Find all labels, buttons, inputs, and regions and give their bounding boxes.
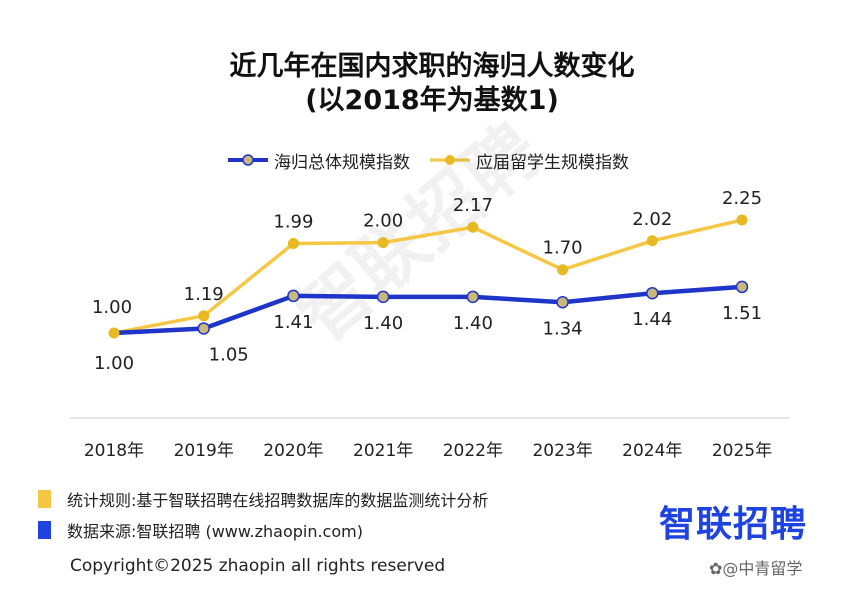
data-label-yellow: 1.19 — [184, 284, 224, 305]
legend-item-series1: 海归总体规模指数 — [228, 148, 410, 173]
marker-blue — [197, 322, 210, 335]
legend-label-series1: 海归总体规模指数 — [274, 152, 410, 173]
marker-yellow — [377, 237, 389, 249]
note-rule-swatch — [38, 490, 51, 508]
marker-blue — [287, 289, 300, 303]
marker-blue — [646, 286, 659, 300]
data-label-yellow: 2.17 — [453, 195, 493, 216]
legend: 海归总体规模指数 应届留学生规模指数 — [228, 148, 649, 173]
corner-watermark: ✿@中青留学 — [709, 559, 803, 578]
note-source: 数据来源:智联招聘 (www.zhaopin.com) — [38, 518, 363, 542]
data-label-yellow: 2.00 — [363, 211, 403, 232]
data-label-yellow: 2.02 — [632, 209, 672, 230]
series-line-yellow — [113, 218, 743, 335]
marker-blue — [556, 296, 569, 309]
marker-yellow — [467, 221, 479, 233]
chart-title: 近几年在国内求职的海归人数变化 — [229, 51, 635, 82]
line-chart: 2018年 2019年 2020年 2021年 2022年 2023年 2024年 2025年… — [70, 188, 790, 461]
data-label-blue: 1.51 — [722, 303, 762, 324]
x-tick-label: 2024年 — [622, 441, 682, 461]
data-label-blue: 1.05 — [209, 344, 249, 365]
marker-blue — [376, 290, 390, 304]
data-label-blue: 1.44 — [632, 309, 672, 330]
legend-swatch-blue — [228, 154, 268, 166]
copyright-text: Copyright©2025 zhaopin all rights reserv… — [70, 556, 446, 576]
data-label-yellow: 1.70 — [543, 238, 583, 259]
data-label-blue: 1.40 — [363, 313, 403, 334]
x-tick-label: 2018年 — [84, 441, 144, 461]
legend-item-series2: 应届留学生规模指数 — [430, 148, 629, 173]
x-tick-label: 2021年 — [353, 441, 413, 461]
zhaopin-logo: 智联招聘 — [659, 504, 808, 545]
legend-swatch-yellow — [430, 155, 470, 165]
note-source-swatch — [38, 521, 51, 539]
data-label-blue: 1.41 — [273, 312, 313, 333]
data-label-blue: 1.40 — [453, 313, 493, 334]
data-label-yellow: 2.25 — [722, 188, 762, 209]
note-rule-text: 统计规则:基于智联招聘在线招聘数据库的数据监测统计分析 — [67, 491, 489, 510]
x-tick-label: 2020年 — [263, 441, 323, 461]
marker-yellow — [557, 264, 569, 276]
note-rule: 统计规则:基于智联招聘在线招聘数据库的数据监测统计分析 — [38, 487, 488, 511]
marker-yellow — [108, 327, 120, 339]
marker-yellow — [736, 214, 748, 226]
marker-yellow — [646, 235, 658, 247]
data-label-blue: 1.34 — [543, 318, 583, 339]
marker-yellow — [198, 310, 210, 322]
x-tick-label: 2019年 — [174, 441, 234, 461]
chart-subtitle: (以2018年为基数1) — [305, 85, 559, 116]
data-label-yellow: 1.00 — [92, 297, 132, 318]
data-label-blue: 1.00 — [94, 353, 134, 374]
marker-blue — [735, 280, 749, 294]
marker-yellow — [287, 238, 299, 250]
legend-label-series2: 应届留学生规模指数 — [476, 152, 629, 173]
marker-blue — [466, 290, 480, 304]
x-tick-label: 2025年 — [712, 441, 772, 461]
series-line-blue — [113, 284, 743, 336]
data-label-yellow: 1.99 — [273, 212, 313, 233]
x-tick-label: 2023年 — [532, 441, 592, 461]
note-source-text: 数据来源:智联招聘 (www.zhaopin.com) — [67, 522, 363, 541]
x-tick-label: 2022年 — [443, 441, 503, 461]
